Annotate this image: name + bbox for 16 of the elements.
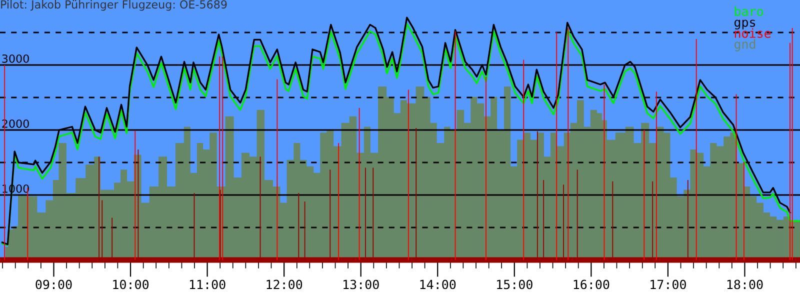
chart-title: Pilot: Jakob Pühringer Flugzeug: OE-5689 <box>1 0 227 11</box>
x-tick-label: 15:00 <box>497 280 532 290</box>
x-tick-label: 11:00 <box>190 280 226 290</box>
text: baro <box>734 6 763 16</box>
x-tick-label: 14:00 <box>420 280 456 290</box>
y-tick-label: 3000 <box>2 54 29 63</box>
x-tick-label: 18:00 <box>727 280 763 290</box>
text: gnd <box>734 39 756 52</box>
x-tick-label: 12:00 <box>266 280 302 290</box>
series-label: noise <box>734 28 771 38</box>
x-tick-label: 13:00 <box>344 280 379 290</box>
text: gps <box>734 20 756 30</box>
x-tick-label: 09:00 <box>36 280 72 290</box>
x-tick-label: 10:00 <box>113 280 149 290</box>
x-tick-label: 16:00 <box>574 280 610 290</box>
x-tick-label: 17:00 <box>650 280 686 290</box>
